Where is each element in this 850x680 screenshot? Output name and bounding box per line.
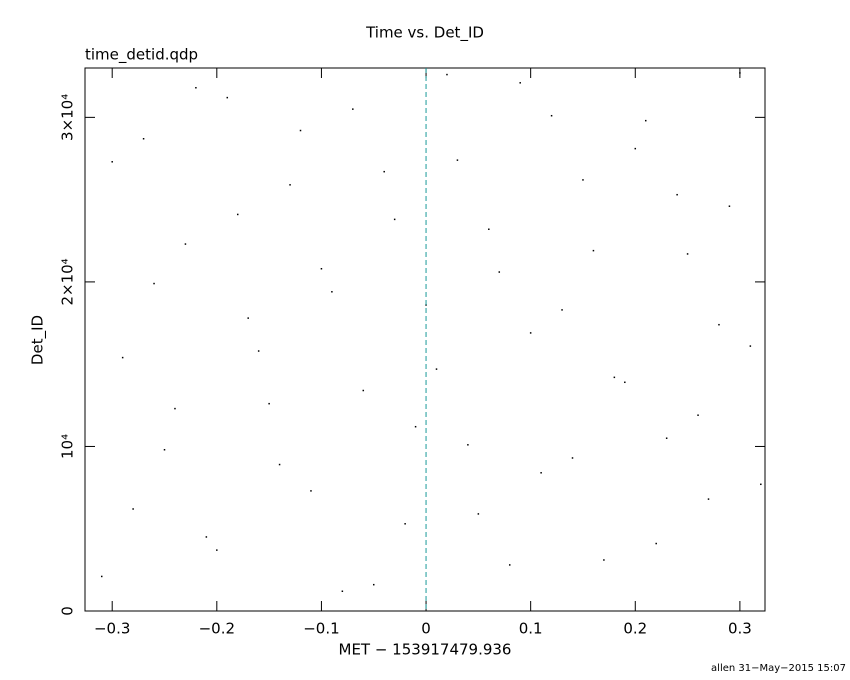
point	[655, 542, 657, 545]
chart-title: Time vs. Det_ID	[365, 24, 484, 43]
point	[153, 282, 155, 285]
point	[467, 444, 469, 446]
x-axis-label: MET − 153917479.936	[339, 641, 512, 659]
point	[383, 170, 385, 173]
point	[268, 402, 270, 405]
point	[100, 575, 103, 578]
point	[603, 559, 605, 561]
point	[540, 472, 542, 474]
point	[111, 161, 113, 163]
point	[739, 72, 741, 74]
point	[582, 179, 584, 181]
point	[571, 457, 574, 459]
point	[174, 407, 176, 410]
point	[289, 184, 291, 186]
point	[613, 376, 616, 379]
point	[352, 108, 354, 110]
point	[310, 490, 312, 492]
point	[488, 228, 490, 231]
point	[320, 267, 323, 270]
point	[195, 86, 197, 89]
x-tick-label: −0.1	[303, 620, 339, 638]
x-tick-label: −0.2	[199, 620, 235, 638]
y-tick-label: 10⁴	[59, 434, 77, 459]
x-tick-label: 0.3	[728, 620, 752, 638]
point	[236, 213, 239, 216]
point	[550, 114, 553, 117]
point	[718, 323, 720, 326]
point	[435, 368, 438, 370]
point	[121, 356, 124, 359]
point	[508, 564, 511, 566]
x-tick-label: 0.1	[519, 620, 543, 638]
point	[707, 498, 710, 500]
point	[676, 193, 678, 196]
point	[341, 590, 344, 593]
point	[529, 332, 532, 334]
point	[760, 483, 762, 486]
footer: allen 31−May−2015 15:07	[711, 663, 846, 674]
y-tick-label: 2×10⁴	[59, 258, 77, 305]
point	[205, 536, 208, 538]
x-tick-label: 0	[421, 620, 431, 638]
point	[372, 583, 375, 586]
chart-subtitle: time_detid.qdp	[85, 46, 198, 65]
point	[592, 249, 595, 252]
point	[278, 463, 281, 466]
y-tick-label: 0	[59, 606, 77, 616]
point	[216, 549, 218, 551]
point	[519, 82, 521, 84]
point	[331, 291, 333, 293]
point	[393, 218, 396, 221]
point	[728, 205, 731, 207]
point	[456, 159, 459, 161]
point	[498, 271, 501, 273]
point	[665, 437, 668, 439]
point	[414, 425, 417, 428]
point	[163, 448, 166, 451]
point	[749, 345, 752, 347]
plot-frame	[84, 67, 766, 612]
point	[624, 381, 626, 384]
y-axis-label: Det_ID	[29, 315, 48, 365]
point	[142, 138, 145, 140]
point	[247, 317, 249, 319]
point	[257, 350, 260, 352]
point	[226, 96, 229, 99]
point	[634, 147, 637, 150]
point	[132, 508, 134, 510]
y-tick-label: 3×10⁴	[59, 94, 77, 141]
point	[404, 523, 406, 525]
point	[299, 129, 302, 132]
point	[644, 119, 647, 122]
point	[477, 513, 480, 515]
point	[561, 309, 563, 311]
point	[184, 243, 187, 245]
point	[362, 389, 365, 392]
point	[697, 414, 699, 416]
x-tick-label: 0.2	[623, 620, 647, 638]
point	[686, 253, 689, 255]
point	[446, 73, 448, 76]
x-tick-label: −0.3	[94, 620, 130, 638]
